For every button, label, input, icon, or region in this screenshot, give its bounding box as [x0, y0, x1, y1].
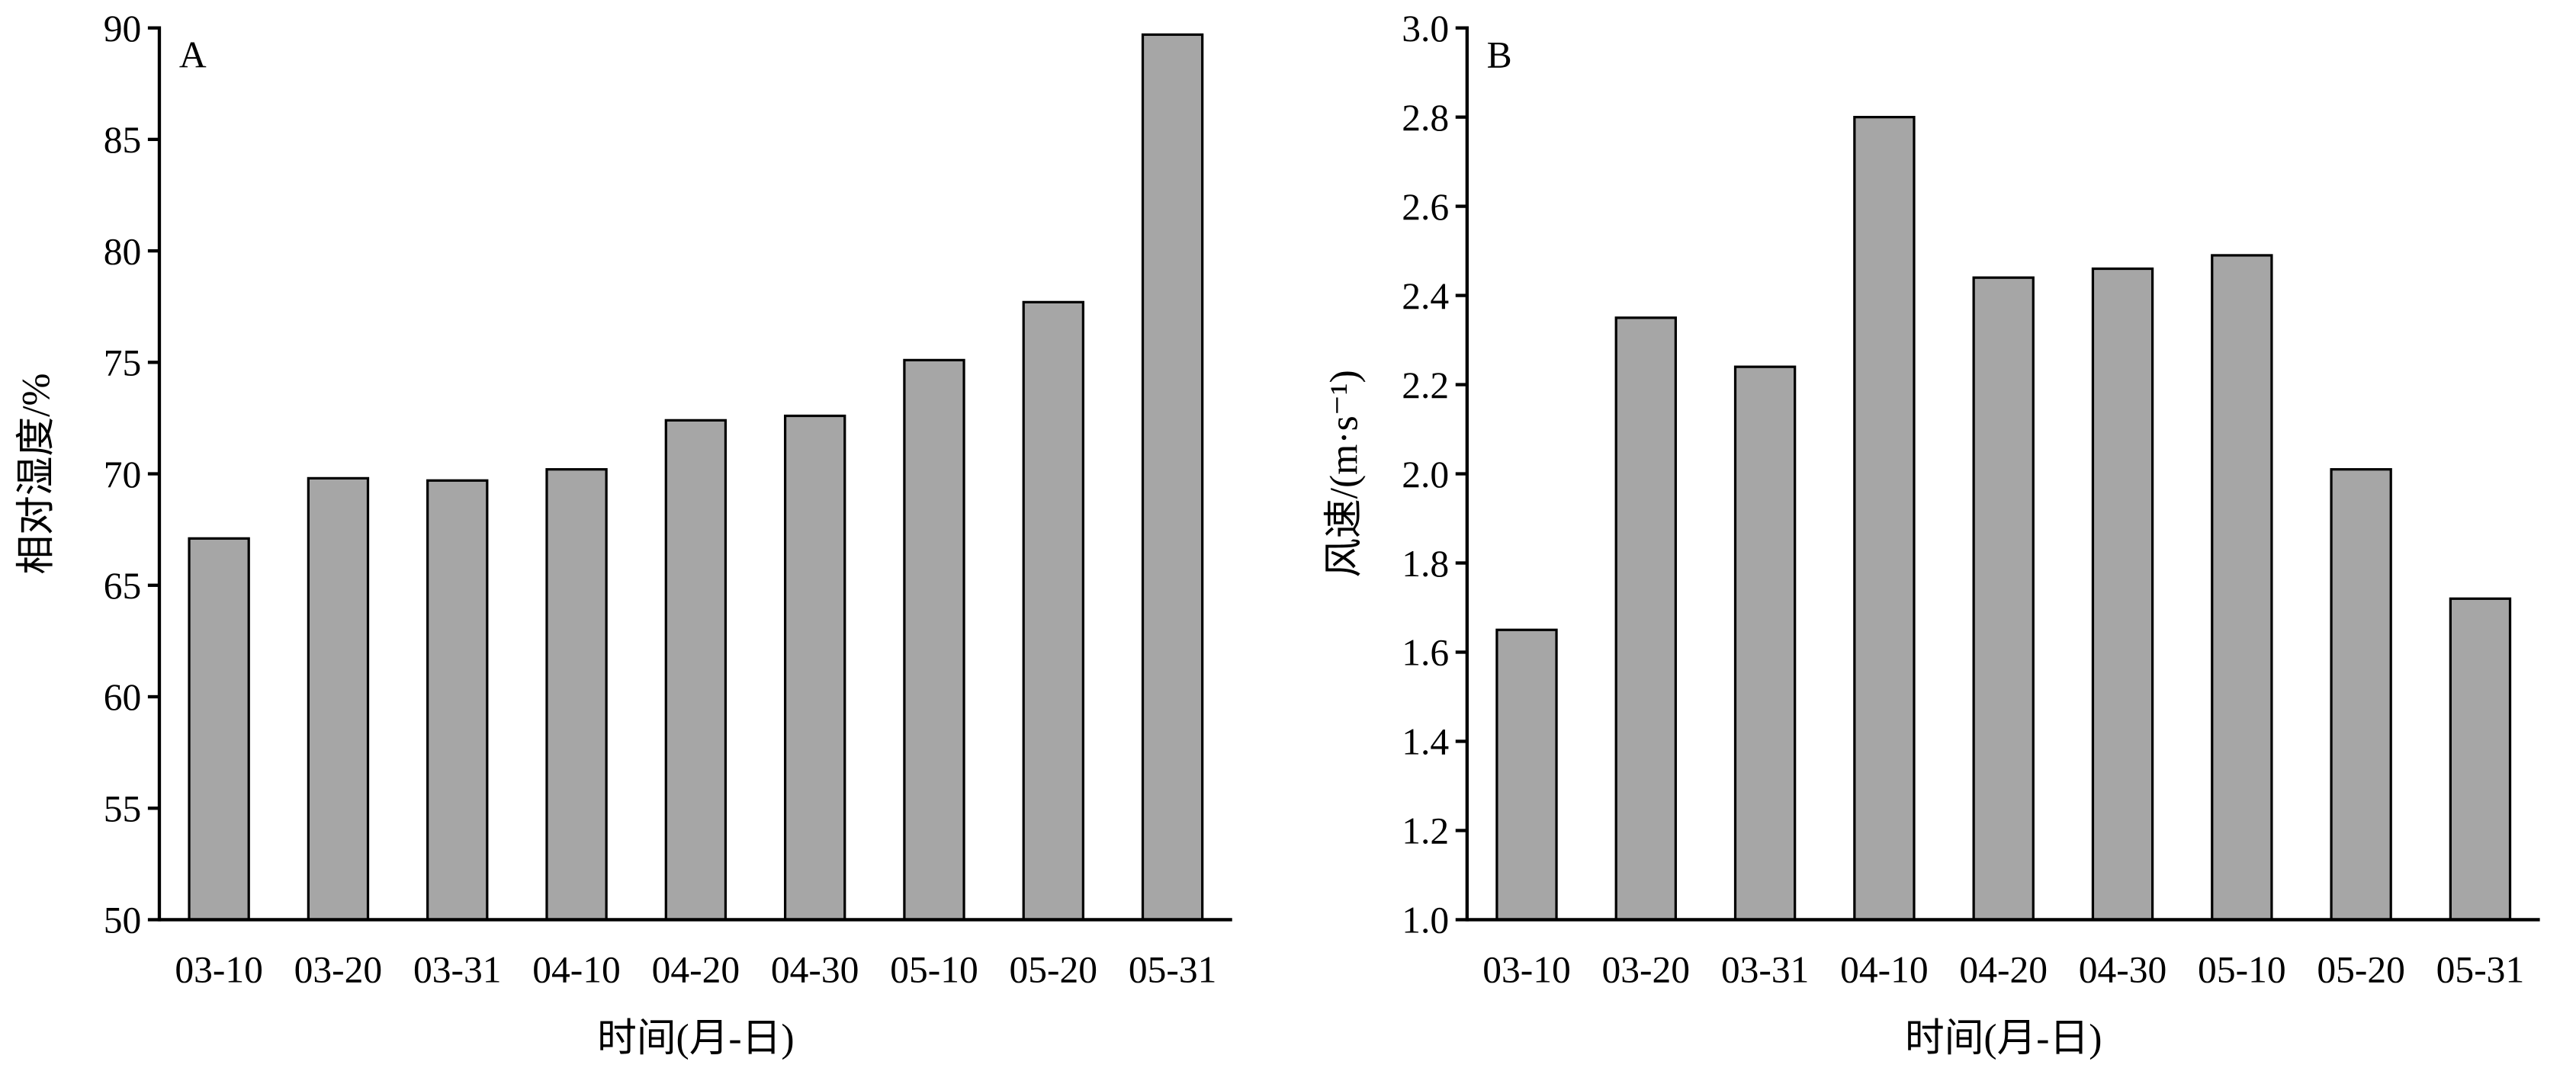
y-tick-label: 1.4 [1402, 721, 1449, 763]
bar [2449, 597, 2512, 922]
y-axis-title: 风速/(m·s⁻¹) [1322, 370, 1366, 577]
x-tick-label: 04-20 [1959, 948, 2048, 990]
x-tick-label: 05-10 [890, 948, 978, 990]
bar [2330, 468, 2392, 922]
x-tick-label: 05-31 [2436, 948, 2525, 990]
y-tick-label: 80 [104, 230, 142, 272]
x-axis-title: 时间(月-日) [597, 1017, 794, 1060]
bar [426, 479, 489, 922]
bar [1141, 33, 1204, 922]
bar [1495, 628, 1558, 922]
y-tick-label: 70 [104, 454, 142, 496]
bar [664, 419, 728, 922]
bar [1614, 316, 1677, 922]
y-tick-label: 2.0 [1402, 454, 1449, 496]
x-tick-label: 05-20 [1010, 948, 1098, 990]
x-tick-label: 04-30 [2079, 948, 2167, 990]
y-tick-label: 1.0 [1402, 900, 1449, 941]
y-tick-label: 60 [104, 676, 142, 718]
bar [903, 358, 965, 922]
x-tick-label: 03-20 [1602, 948, 1691, 990]
x-tick-label: 04-20 [652, 948, 740, 990]
y-tick-label: 1.2 [1402, 810, 1449, 852]
x-tick-label: 03-20 [294, 948, 383, 990]
y-tick-label: 2.4 [1402, 275, 1449, 317]
bar [1022, 300, 1084, 922]
panel-label: A [179, 34, 207, 75]
y-tick-label: 2.6 [1402, 186, 1449, 228]
x-tick-label: 04-10 [532, 948, 621, 990]
y-tick-label: 75 [104, 342, 142, 384]
bar [1733, 365, 1797, 922]
y-tick-label: 2.8 [1402, 97, 1449, 139]
y-tick-label: 2.2 [1402, 364, 1449, 406]
bar [307, 476, 370, 922]
x-tick-label: 04-10 [1840, 948, 1929, 990]
bar [2211, 254, 2273, 922]
y-tick-label: 1.6 [1402, 632, 1449, 674]
y-tick-label: 1.8 [1402, 543, 1449, 585]
x-tick-label: 03-10 [175, 948, 263, 990]
panel-label: B [1487, 34, 1512, 75]
x-tick-label: 05-20 [2317, 948, 2405, 990]
x-tick-label: 03-31 [1721, 948, 1810, 990]
y-tick-label: 65 [104, 565, 142, 607]
bar [783, 414, 846, 922]
x-tick-label: 05-31 [1129, 948, 1217, 990]
bar [1972, 276, 2035, 922]
bar [188, 537, 250, 922]
x-tick-label: 03-10 [1482, 948, 1571, 990]
y-tick-label: 85 [104, 119, 142, 161]
y-tick-label: 55 [104, 787, 142, 829]
y-axis-title: 相对湿度/% [15, 373, 59, 574]
y-tick-label: 90 [104, 8, 142, 50]
bar [545, 468, 608, 922]
bar [2091, 267, 2154, 922]
y-tick-label: 50 [104, 900, 142, 941]
x-tick-label: 03-31 [413, 948, 502, 990]
bar [1853, 116, 1916, 922]
x-axis-title: 时间(月-日) [1905, 1017, 2102, 1060]
y-tick-label: 3.0 [1402, 8, 1449, 50]
x-tick-label: 05-10 [2198, 948, 2286, 990]
x-tick-label: 04-30 [771, 948, 859, 990]
